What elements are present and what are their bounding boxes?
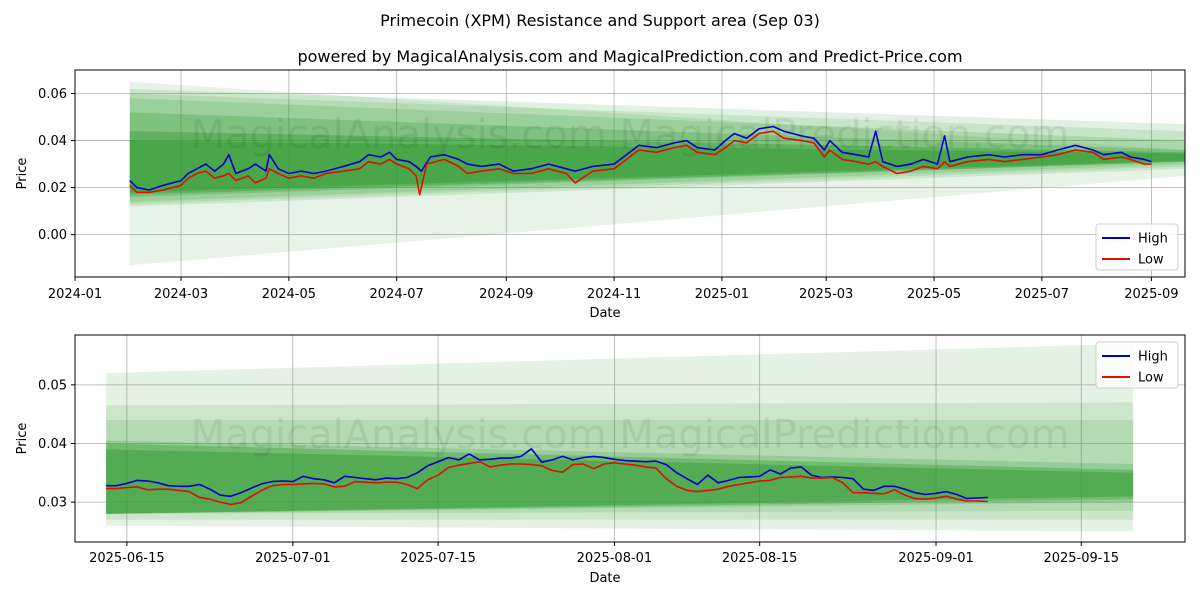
band-area — [129, 112, 1185, 198]
y-tick-label: 0.02 — [38, 181, 67, 196]
band-area — [129, 98, 1185, 202]
band-area — [129, 140, 1185, 193]
band-area — [129, 131, 1185, 195]
y-tick-label: 0.04 — [38, 134, 67, 149]
x-tick-label: 2025-08-15 — [722, 551, 798, 566]
grid — [74, 70, 1185, 277]
y-axis-label: Price — [15, 423, 30, 455]
legend: High Low — [1095, 223, 1179, 271]
band-area — [106, 443, 1134, 514]
band-area — [106, 420, 1134, 514]
y-tick-label: 0.04 — [38, 437, 67, 452]
x-tick-label: 2024-11 — [587, 287, 641, 302]
x-tick-label: 2025-07-01 — [255, 551, 331, 566]
legend-label-low: Low — [1138, 253, 1164, 268]
x-tick-label: 2025-03 — [799, 287, 853, 302]
band-area — [129, 93, 1185, 205]
bottom-panel: MagicalAnalysis.com MagicalPrediction.co… — [15, 334, 1186, 586]
x-axis-label: Date — [589, 306, 620, 321]
legend-label-low: Low — [1138, 371, 1164, 386]
y-tick-label: 0.06 — [38, 87, 67, 102]
legend-label-high: High — [1138, 350, 1168, 365]
x-tick-label: 2024-03 — [154, 287, 208, 302]
x-tick-label: 2025-08-01 — [577, 551, 653, 566]
y-tick-label: 0.00 — [38, 228, 67, 243]
x-tick-label: 2025-07-15 — [400, 551, 476, 566]
x-tick-label: 2025-09 — [1124, 287, 1178, 302]
top-panel: MagicalAnalysis.com MagicalPrediction.co… — [15, 69, 1186, 321]
y-axis-label: Price — [15, 158, 30, 190]
x-tick-label: 2025-01 — [695, 287, 749, 302]
band-area — [129, 81, 1185, 266]
series-lines — [106, 448, 988, 506]
x-tick-label: 2025-09-15 — [1043, 551, 1119, 566]
support-resistance-bands — [106, 343, 1134, 532]
band-area — [106, 449, 1134, 514]
x-axis-label: Date — [589, 571, 620, 586]
x-tick-label: 2024-07 — [370, 287, 424, 302]
band-area — [106, 402, 1134, 520]
legend: High Low — [1095, 341, 1179, 389]
x-tick-label: 2025-09-01 — [898, 551, 974, 566]
watermark: MagicalAnalysis.com MagicalPrediction.co… — [191, 412, 1070, 458]
chart-title: Primecoin (XPM) Resistance and Support a… — [380, 11, 820, 30]
grid — [75, 335, 1185, 542]
series-line-high — [129, 125, 1152, 191]
series-line-low — [106, 460, 988, 506]
series-line-high — [106, 448, 988, 500]
x-tick-label: 2024-01 — [48, 287, 102, 302]
watermark: MagicalAnalysis.com MagicalPrediction.co… — [191, 112, 1070, 158]
x-tick-label: 2025-07 — [1015, 287, 1069, 302]
band-area — [106, 440, 1134, 514]
band-area — [106, 343, 1134, 532]
axes-frame — [74, 334, 1186, 543]
x-tick-label: 2024-05 — [262, 287, 316, 302]
x-tick-label: 2024-09 — [479, 287, 533, 302]
axes-frame — [74, 69, 1186, 278]
x-tick-label: 2025-06-15 — [89, 551, 165, 566]
y-tick-label: 0.03 — [38, 496, 67, 511]
series-lines — [129, 125, 1152, 196]
legend-label-high: High — [1138, 232, 1168, 247]
y-tick-label: 0.05 — [38, 378, 67, 393]
x-tick-label: 2025-05 — [907, 287, 961, 302]
series-line-low — [129, 130, 1152, 196]
chart-subtitle: powered by MagicalAnalysis.com and Magic… — [297, 47, 962, 66]
